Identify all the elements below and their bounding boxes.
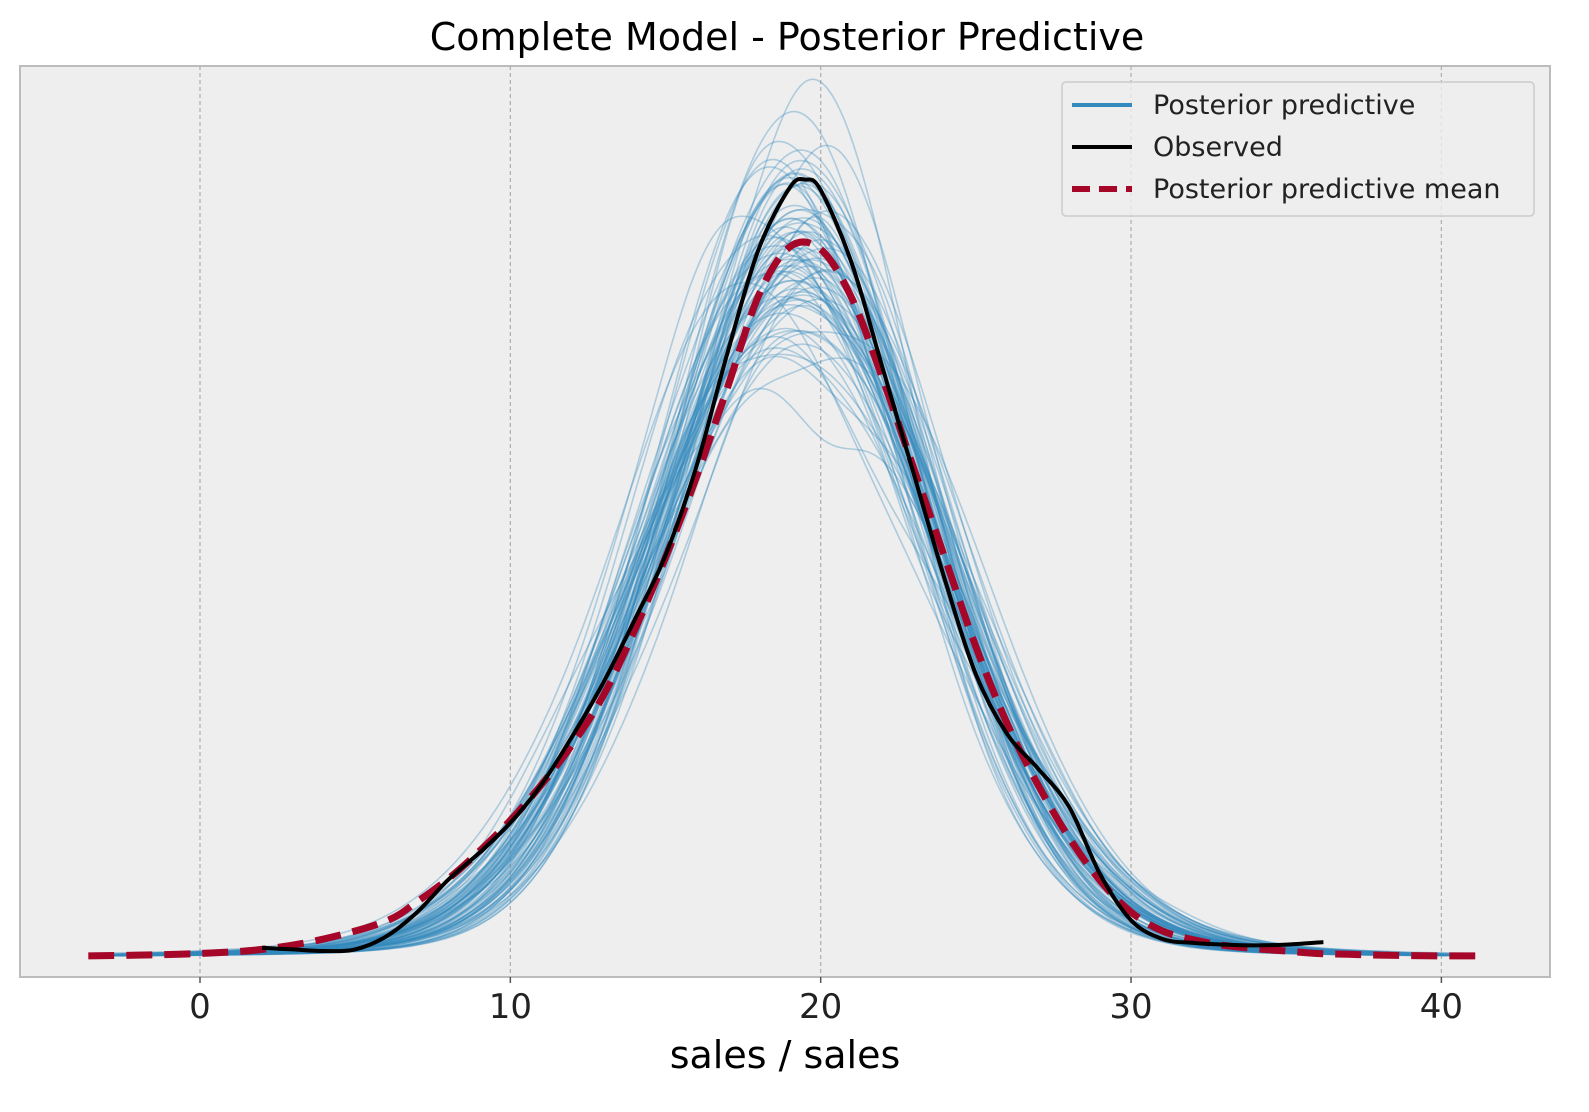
legend-frame <box>1061 81 1535 217</box>
posterior-predictive-sample <box>172 387 1465 955</box>
posterior-predictive-sample <box>135 347 1353 956</box>
x-tick-label: 30 <box>1109 987 1152 1027</box>
posterior-predictive-sample <box>97 343 1369 956</box>
posterior-predictive-sample <box>177 226 1427 956</box>
observed-line <box>261 176 1324 954</box>
posterior-predictive-sample <box>133 295 1448 955</box>
posterior-predictive-sample <box>165 270 1459 956</box>
posterior-predictive-sample <box>158 230 1365 956</box>
posterior-predictive-sample <box>120 299 1403 955</box>
plot-area <box>19 65 1551 978</box>
posterior-predictive-sample <box>98 335 1359 955</box>
x-tick-label: 0 <box>189 987 211 1027</box>
posterior-predictive-sample <box>142 185 1447 957</box>
posterior-predictive-sample <box>177 158 1416 956</box>
posterior-predictive-sample <box>179 231 1408 955</box>
x-tick-label: 20 <box>799 987 842 1027</box>
posterior-predictive-sample <box>121 182 1437 956</box>
posterior-predictive-sample <box>109 304 1348 956</box>
posterior-predictive-sample <box>162 357 1391 955</box>
posterior-predictive-sample <box>128 254 1465 955</box>
posterior-predictive-sample <box>145 355 1384 956</box>
posterior-predictive-sample <box>96 297 1444 956</box>
legend-label: Observed <box>1153 132 1283 163</box>
posterior-predictive-sample <box>146 312 1364 955</box>
posterior-predictive-sample <box>117 294 1454 957</box>
posterior-predictive-sample <box>158 257 1408 956</box>
x-axis-label: sales / sales <box>670 1033 901 1077</box>
posterior-predictive-sample <box>160 166 1454 957</box>
series-lines <box>88 176 1479 960</box>
posterior-predictive-sample <box>91 172 1461 957</box>
posterior-predictive-sample <box>142 303 1403 956</box>
chart-title: Complete Model - Posterior Predictive <box>430 15 1145 59</box>
legend-label: Posterior predictive <box>1153 90 1415 121</box>
legend-label: Posterior predictive mean <box>1153 174 1500 205</box>
posterior-predictive-sample <box>148 329 1409 956</box>
posterior-predictive-sample <box>174 176 1435 957</box>
x-tick-labels: 0 10 20 30 40 <box>189 977 1463 1027</box>
posterior-predictive-sample <box>133 270 1372 954</box>
legend: Posterior predictive Observed Posterior pr… <box>1061 81 1535 217</box>
posterior-predictive-sample <box>171 173 1454 957</box>
posterior-predictive-sample <box>91 327 1439 956</box>
posterior-predictive-sample <box>174 230 1403 956</box>
posterior-predictive-sample <box>130 287 1380 955</box>
x-tick-label: 10 <box>489 987 532 1027</box>
x-tick-label: 40 <box>1420 987 1463 1027</box>
posterior-predictive-sample <box>111 286 1470 956</box>
